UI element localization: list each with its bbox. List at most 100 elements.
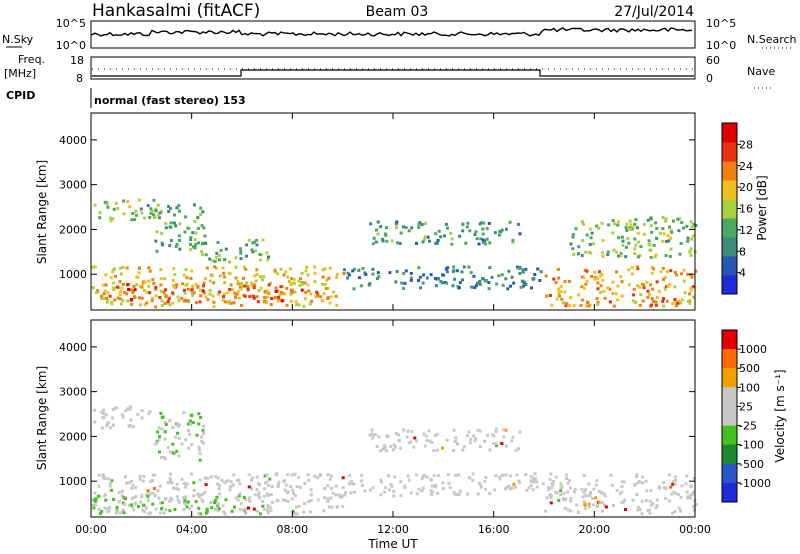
scatter-cell [473, 233, 477, 237]
scatter-cell [594, 483, 598, 487]
scatter-cell [493, 488, 497, 492]
scatter-cell [380, 480, 383, 484]
scatter-cell [291, 488, 295, 492]
scatter-cell [289, 485, 293, 488]
scatter-cell [178, 209, 181, 213]
scatter-cell [624, 255, 628, 259]
scatter-cell [214, 256, 218, 260]
scatter-cell [369, 222, 373, 226]
scatter-cell [151, 491, 155, 495]
scatter-cell [690, 275, 694, 279]
scatter-cell [664, 219, 668, 223]
scatter-cell [177, 234, 181, 238]
scatter-cell [680, 221, 684, 224]
scatter-cell [676, 301, 680, 305]
scatter-cell [270, 296, 273, 300]
scatter-cell [545, 294, 549, 298]
scatter-cell [267, 255, 270, 259]
scatter-cell [649, 255, 653, 259]
scatter-cell [447, 481, 451, 485]
scatter-cell [665, 299, 669, 303]
scatter-cell [214, 475, 218, 479]
scatter-cell [569, 486, 572, 490]
scatter-cell [376, 232, 380, 236]
scatter-cell [400, 281, 404, 285]
colorbar-segment [722, 425, 737, 446]
scatter-cell [560, 297, 564, 301]
scatter-cell [595, 224, 599, 228]
scatter-cell [577, 293, 581, 297]
scatter-cell [135, 283, 139, 287]
scatter-cell [608, 300, 612, 304]
scatter-cell [381, 237, 385, 241]
scatter-cell [257, 289, 261, 293]
scatter-cell [449, 231, 453, 235]
scatter-cell [100, 410, 104, 414]
scatter-cell [216, 241, 220, 244]
scatter-cell [162, 455, 166, 459]
scatter-cell [189, 237, 193, 241]
scatter-cell [202, 226, 206, 230]
x-tick-label: 20:00 [578, 523, 610, 536]
scatter-cell [92, 506, 96, 510]
scatter-cell [305, 265, 309, 269]
scatter-cell [417, 225, 421, 229]
scatter-cell [591, 242, 595, 246]
scatter-cell [195, 433, 199, 437]
scatter-cell [541, 482, 545, 486]
scatter-cell [650, 297, 654, 301]
scatter-cell [404, 269, 408, 273]
scatter-cell [573, 488, 577, 492]
scatter-cell [410, 226, 414, 230]
scatter-cell [636, 481, 640, 485]
scatter-cell [222, 271, 226, 275]
scatter-cell [131, 212, 135, 215]
scatter-cell [466, 221, 470, 225]
scatter-cell [444, 267, 448, 271]
scatter-cell [600, 221, 604, 225]
noise-search-label: N.Search [747, 33, 797, 46]
scatter-cell [360, 473, 364, 477]
scatter-cell [655, 236, 659, 240]
y-tick-label: 3000 [59, 386, 87, 399]
scatter-cell [649, 283, 653, 287]
scatter-cell [141, 479, 145, 483]
scatter-cell [261, 500, 264, 504]
scatter-cell [631, 299, 635, 303]
scatter-cell [274, 270, 277, 274]
scatter-cell [233, 505, 236, 509]
scatter-cell [334, 484, 338, 488]
scatter-cell [108, 481, 112, 485]
scatter-cell [371, 267, 375, 271]
scatter-cell [112, 423, 115, 427]
scatter-cell [658, 231, 662, 235]
scatter-cell [111, 408, 115, 411]
scatter-cell [615, 270, 618, 274]
scatter-cell [519, 285, 523, 289]
colorbar-tick-label: 500 [739, 362, 760, 375]
scatter-cell [638, 508, 642, 511]
scatter-cell [663, 276, 667, 280]
scatter-cell [111, 416, 114, 420]
scatter-cell [381, 447, 385, 451]
colorbar-segment [722, 406, 737, 426]
scatter-cell [93, 499, 97, 503]
scatter-cell [611, 292, 615, 296]
scatter-cell [328, 477, 332, 481]
scatter-cell [175, 206, 179, 210]
scatter-cell [132, 508, 136, 512]
scatter-cell [584, 488, 588, 492]
scatter-cell [689, 247, 693, 251]
scatter-cell [673, 510, 677, 514]
colorbar-tick-label: 100 [739, 381, 760, 394]
scatter-cell [235, 292, 239, 296]
scatter-cell [452, 449, 455, 452]
scatter-cell [232, 473, 236, 477]
scatter-cell [585, 304, 589, 308]
scatter-cell [104, 498, 108, 502]
scatter-cell [468, 229, 472, 233]
scatter-cell [185, 505, 189, 509]
scatter-cell [290, 277, 294, 281]
scatter-cell [180, 477, 184, 481]
scatter-cell [394, 280, 398, 284]
